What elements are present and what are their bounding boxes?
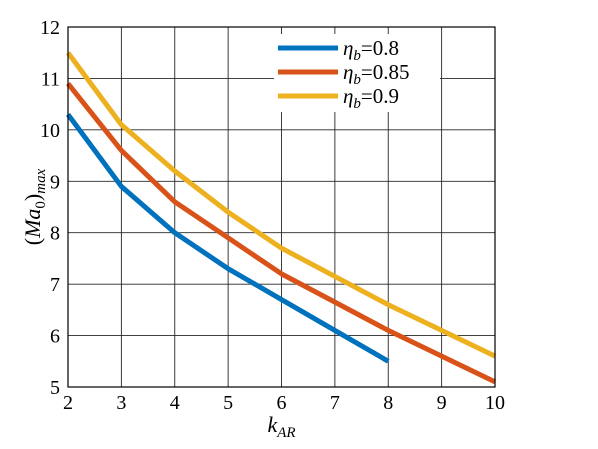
y-tick-label: 7 (50, 274, 60, 296)
plot-frame (67, 26, 496, 388)
x-tick-label: 2 (63, 392, 73, 414)
x-tick-label: 5 (223, 392, 233, 414)
y-tick-label: 8 (50, 223, 60, 245)
x-axis-label: kAR (267, 412, 295, 441)
series-line (66, 82, 497, 385)
legend-label: ηb=0.8 (343, 36, 399, 64)
x-tick-label: 3 (116, 392, 126, 414)
x-tick-label: 10 (485, 392, 505, 414)
y-axis-label: (Ma0)max (20, 168, 49, 245)
y-tick-label: 12 (40, 17, 60, 39)
x-tick-label: 8 (383, 392, 393, 414)
y-tick-label: 11 (41, 68, 60, 90)
x-tick-label: 4 (170, 392, 180, 414)
legend-label: ηb=0.9 (343, 84, 399, 112)
y-tick-label: 9 (50, 171, 60, 193)
x-tick-label: 9 (437, 392, 447, 414)
series-lines (65, 51, 497, 385)
x-tick-label: 6 (277, 392, 287, 414)
x-tick-label: 7 (330, 392, 340, 414)
y-tick-labels: 5 6 7 8 9 10 11 12 (40, 17, 60, 399)
series-line (65, 112, 390, 364)
y-tick-label: 5 (50, 377, 60, 399)
y-tick-label: 6 (50, 326, 60, 348)
series-line (65, 51, 497, 359)
legend-label: ηb=0.85 (343, 60, 410, 88)
y-tick-label: 10 (40, 120, 60, 142)
x-tick-labels: 2 3 4 5 6 7 8 9 10 (63, 392, 505, 414)
